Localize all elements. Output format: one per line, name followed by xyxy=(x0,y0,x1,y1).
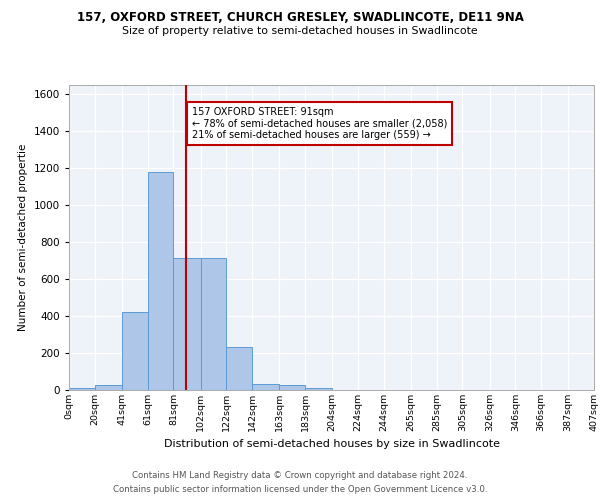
Text: 157, OXFORD STREET, CHURCH GRESLEY, SWADLINCOTE, DE11 9NA: 157, OXFORD STREET, CHURCH GRESLEY, SWAD… xyxy=(77,11,523,24)
Bar xyxy=(252,384,279,390)
Bar xyxy=(69,388,95,390)
Bar xyxy=(148,172,173,390)
Text: Size of property relative to semi-detached houses in Swadlincote: Size of property relative to semi-detach… xyxy=(122,26,478,36)
Bar xyxy=(95,386,122,390)
Bar xyxy=(200,258,226,390)
Y-axis label: Number of semi-detached propertie: Number of semi-detached propertie xyxy=(18,144,28,331)
Bar xyxy=(305,388,332,390)
Bar xyxy=(226,348,252,390)
X-axis label: Distribution of semi-detached houses by size in Swadlincote: Distribution of semi-detached houses by … xyxy=(163,440,499,450)
Text: Contains public sector information licensed under the Open Government Licence v3: Contains public sector information licen… xyxy=(113,485,487,494)
Text: 157 OXFORD STREET: 91sqm
← 78% of semi-detached houses are smaller (2,058)
21% o: 157 OXFORD STREET: 91sqm ← 78% of semi-d… xyxy=(191,107,447,140)
Bar xyxy=(279,385,305,390)
Text: Contains HM Land Registry data © Crown copyright and database right 2024.: Contains HM Land Registry data © Crown c… xyxy=(132,471,468,480)
Bar xyxy=(173,258,200,390)
Bar xyxy=(122,312,148,390)
